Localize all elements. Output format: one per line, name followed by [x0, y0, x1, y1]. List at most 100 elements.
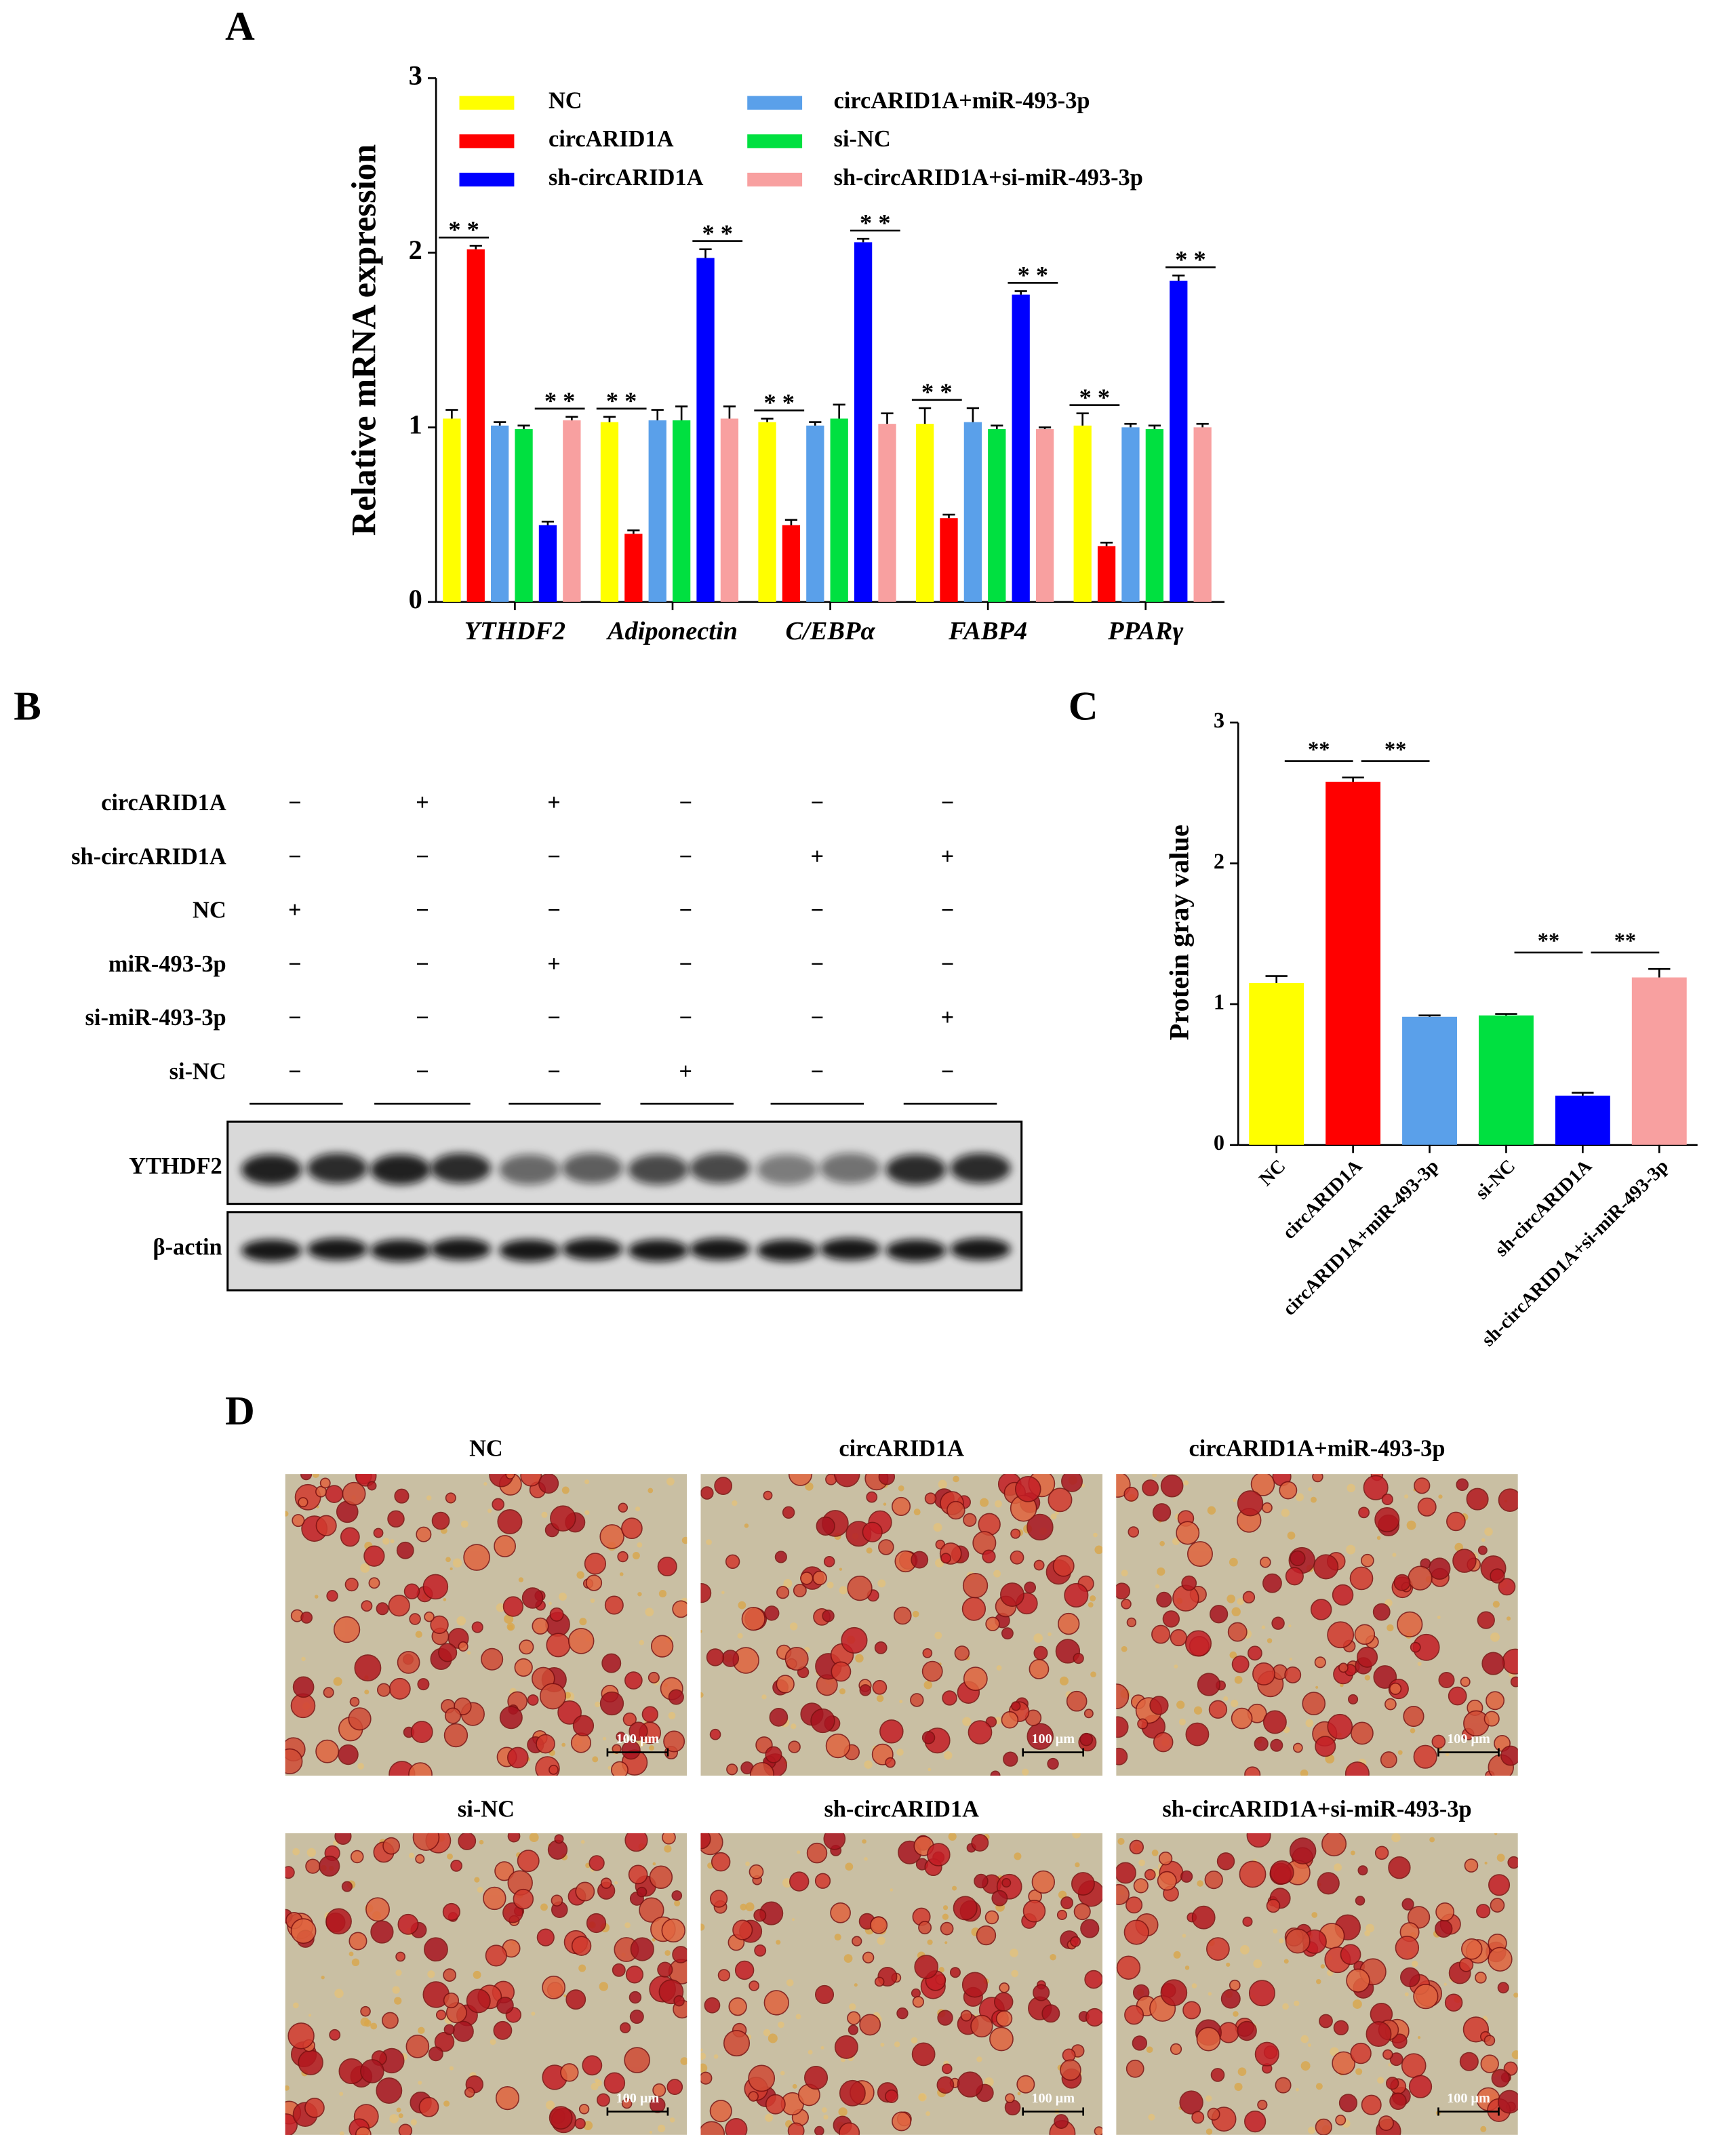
cell	[1266, 1898, 1281, 1913]
cell	[1191, 1905, 1216, 1930]
cell	[891, 1496, 911, 1516]
debris	[1308, 1487, 1313, 1492]
cell	[961, 1597, 986, 1621]
cell	[963, 1666, 988, 1692]
micrograph-title: sh-circARID1A+si-miR-493-3p	[1162, 1796, 1471, 1822]
debris	[301, 1656, 306, 1662]
debris	[635, 1506, 641, 1512]
scale-bar-label: 100 μm	[616, 2091, 660, 2106]
debris	[447, 1853, 453, 1860]
cell	[368, 1577, 380, 1589]
legend-label: circARID1A+miR-493-3p	[834, 88, 1090, 114]
debris	[1121, 1570, 1128, 1577]
debris	[923, 1681, 933, 1690]
debris	[962, 1717, 972, 1726]
cell	[749, 1980, 759, 1991]
debris	[797, 1850, 801, 1854]
debris	[545, 2100, 555, 2110]
x-tick-label: circARID1A+miR-493-3p	[1279, 1156, 1443, 1320]
cell	[1137, 1718, 1149, 1730]
cell	[434, 2031, 455, 2052]
cell	[463, 1544, 490, 1571]
cell	[1395, 1936, 1420, 1960]
debris	[1148, 2113, 1155, 2121]
debris	[681, 1536, 687, 1544]
cell	[452, 2020, 474, 2042]
cell	[823, 1555, 835, 1568]
cell	[617, 1551, 629, 1563]
cell	[1271, 1616, 1285, 1630]
cell	[937, 2010, 953, 2026]
cell	[424, 1937, 448, 1962]
cell	[1498, 1578, 1516, 1596]
debris	[1300, 2035, 1309, 2043]
cell	[1001, 1711, 1019, 1729]
cell	[940, 1553, 951, 1564]
cell	[787, 2122, 805, 2135]
debris	[1494, 1833, 1498, 1835]
bar	[466, 249, 485, 602]
cell	[1048, 1488, 1073, 1513]
bar	[672, 420, 691, 602]
cell	[305, 1858, 321, 1874]
cell	[348, 1707, 372, 1731]
cell	[1321, 1833, 1347, 1857]
cell	[714, 1477, 733, 1495]
significance-label: * *	[860, 209, 891, 236]
y-tick-label: 0	[409, 584, 422, 614]
condition-mark: −	[416, 951, 429, 977]
cell	[1335, 2115, 1347, 2126]
cell	[1170, 1629, 1187, 1647]
debris	[477, 1886, 483, 1893]
cell	[408, 1762, 433, 1776]
cell	[1374, 1507, 1400, 1533]
cell	[1435, 1902, 1455, 1921]
cell	[1332, 2051, 1356, 2075]
blot-band	[370, 1154, 431, 1185]
cell	[424, 1611, 435, 1622]
debris	[786, 1979, 794, 1987]
debris	[864, 1857, 868, 1861]
cell	[1488, 1874, 1511, 1896]
cell	[749, 1864, 764, 1879]
cell	[1481, 1652, 1505, 1675]
cell	[806, 1842, 828, 1864]
cell	[442, 1902, 460, 1921]
cell	[1070, 1936, 1081, 1947]
condition-mark: −	[416, 1058, 429, 1084]
significance-label: * *	[1079, 384, 1111, 411]
cell	[1144, 1869, 1156, 1881]
legend-label: sh-circARID1A+si-miR-493-3p	[834, 165, 1143, 191]
blot-band	[690, 1238, 751, 1260]
debris	[995, 1500, 1002, 1508]
cell	[292, 1676, 315, 1698]
cell	[1389, 2052, 1403, 2067]
cell	[999, 1982, 1010, 1993]
cell	[287, 2022, 315, 2050]
debris	[1300, 2061, 1311, 2071]
cell	[394, 1488, 410, 1504]
cell	[874, 1641, 888, 1654]
debris	[896, 1749, 904, 1756]
micrograph	[1116, 1833, 1518, 2135]
legend-swatch	[747, 172, 803, 187]
cell	[300, 1474, 313, 1481]
cell	[1151, 1624, 1170, 1644]
y-tick-label: 3	[1214, 708, 1224, 732]
cell	[315, 1739, 340, 1763]
cell	[812, 1570, 827, 1586]
cell	[764, 1605, 780, 1621]
cell	[1010, 1528, 1021, 1539]
condition-label: circARID1A	[101, 790, 226, 816]
cell	[1066, 1690, 1088, 1712]
debris	[1307, 2043, 1312, 2048]
bar	[1193, 427, 1212, 602]
debris	[1205, 2095, 1212, 2102]
cell	[376, 1683, 391, 1697]
debris	[504, 1614, 514, 1624]
cell	[1319, 2014, 1333, 2029]
cell	[1413, 1984, 1439, 2010]
debris	[948, 1833, 957, 1841]
cell	[776, 1586, 790, 1599]
